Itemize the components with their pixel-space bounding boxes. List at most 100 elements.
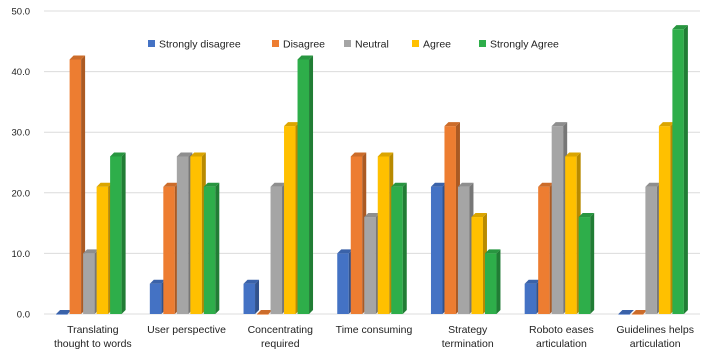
bar bbox=[471, 213, 487, 314]
legend-label: Strongly disagree bbox=[159, 39, 241, 51]
x-tick-label: Time consuming bbox=[336, 324, 413, 336]
bar bbox=[444, 122, 460, 314]
bar-front bbox=[270, 186, 283, 314]
bar-front bbox=[672, 29, 684, 315]
bar-front bbox=[203, 186, 216, 314]
y-tick-label: 20.0 bbox=[12, 188, 31, 199]
bar-front bbox=[377, 156, 390, 314]
bar-front bbox=[149, 283, 162, 314]
bar bbox=[83, 249, 99, 314]
legend-swatch bbox=[344, 40, 351, 47]
bar bbox=[658, 122, 675, 314]
bar bbox=[430, 182, 447, 314]
bar-front bbox=[658, 126, 671, 314]
y-tick-label: 40.0 bbox=[12, 67, 31, 78]
bar bbox=[391, 182, 407, 314]
bar-front bbox=[297, 59, 310, 315]
bar-top bbox=[551, 122, 568, 127]
bar bbox=[377, 152, 394, 314]
legend-swatch bbox=[412, 40, 419, 47]
legend-swatch bbox=[148, 40, 155, 47]
bar-top bbox=[83, 249, 99, 254]
bars bbox=[56, 25, 688, 315]
bar-side bbox=[255, 279, 260, 314]
bar-front bbox=[364, 217, 376, 314]
bar-top bbox=[176, 152, 193, 157]
bar bbox=[110, 152, 126, 314]
bar bbox=[284, 122, 300, 314]
bar-front bbox=[631, 314, 644, 315]
bar-top bbox=[149, 279, 166, 284]
bar-front bbox=[176, 156, 189, 314]
bar bbox=[578, 213, 595, 314]
bar-front bbox=[538, 186, 550, 314]
bar-side bbox=[683, 25, 688, 315]
bar-front bbox=[56, 314, 68, 315]
bar-top bbox=[337, 249, 353, 254]
bar-top bbox=[257, 310, 273, 314]
legend-item: Strongly disagree bbox=[148, 39, 241, 51]
bar-front bbox=[337, 253, 349, 314]
legend-label: Disagree bbox=[283, 39, 325, 51]
bar bbox=[457, 182, 474, 314]
bar-side bbox=[215, 182, 220, 314]
bar-top bbox=[243, 279, 260, 284]
bar-front bbox=[391, 186, 403, 314]
bar-front bbox=[471, 217, 483, 314]
bar bbox=[672, 25, 688, 315]
bar-top bbox=[444, 122, 460, 127]
y-tick-label: 10.0 bbox=[12, 249, 31, 260]
bar-top bbox=[110, 152, 126, 157]
bar-top bbox=[297, 55, 314, 60]
legend: Strongly disagree Disagree Neutral Agree Str… bbox=[148, 39, 559, 51]
legend-item: Neutral bbox=[344, 39, 389, 51]
y-tick-label: 0.0 bbox=[17, 310, 30, 321]
bar-front bbox=[163, 186, 175, 314]
bar-top bbox=[391, 182, 407, 187]
bar bbox=[297, 55, 314, 315]
bar-top bbox=[471, 213, 487, 218]
bar-front bbox=[645, 186, 657, 314]
bar-front bbox=[524, 283, 537, 314]
bar bbox=[163, 182, 179, 314]
x-axis-labels: Translating thought to words User perspect… bbox=[54, 324, 694, 350]
bar-top bbox=[430, 182, 447, 187]
bar-side bbox=[496, 249, 501, 314]
bar-top bbox=[658, 122, 675, 127]
legend-swatch bbox=[479, 40, 486, 47]
bar-front bbox=[444, 126, 456, 314]
bar bbox=[538, 182, 554, 314]
x-tick-label: Guidelines helps articulation bbox=[616, 324, 694, 350]
bar bbox=[56, 310, 72, 315]
bar-front bbox=[96, 186, 109, 314]
legend-item: Disagree bbox=[272, 39, 325, 51]
bar-front bbox=[284, 126, 296, 314]
bar-top bbox=[618, 310, 634, 314]
bar bbox=[69, 55, 86, 315]
bar-top bbox=[56, 310, 72, 314]
bar-front bbox=[457, 186, 470, 314]
bar bbox=[484, 249, 501, 314]
bar-top bbox=[672, 25, 688, 30]
bar bbox=[243, 279, 260, 314]
bar-top bbox=[538, 182, 554, 187]
x-tick-label: Strategy termination bbox=[442, 324, 494, 350]
bar-top bbox=[203, 182, 220, 187]
bar-top bbox=[69, 55, 86, 60]
y-tick-label: 30.0 bbox=[12, 128, 31, 139]
bar-front bbox=[565, 156, 577, 314]
bar-front bbox=[350, 156, 363, 314]
bar bbox=[270, 182, 287, 314]
bar-top bbox=[457, 182, 474, 187]
bar-side bbox=[309, 55, 314, 314]
bar-front bbox=[190, 156, 202, 314]
legend-label: Agree bbox=[423, 39, 451, 51]
bar-top bbox=[631, 310, 648, 314]
bar bbox=[176, 152, 193, 314]
legend-item: Agree bbox=[412, 39, 451, 51]
bar-side bbox=[121, 152, 126, 314]
bar-top bbox=[364, 213, 380, 218]
bar bbox=[364, 213, 380, 314]
